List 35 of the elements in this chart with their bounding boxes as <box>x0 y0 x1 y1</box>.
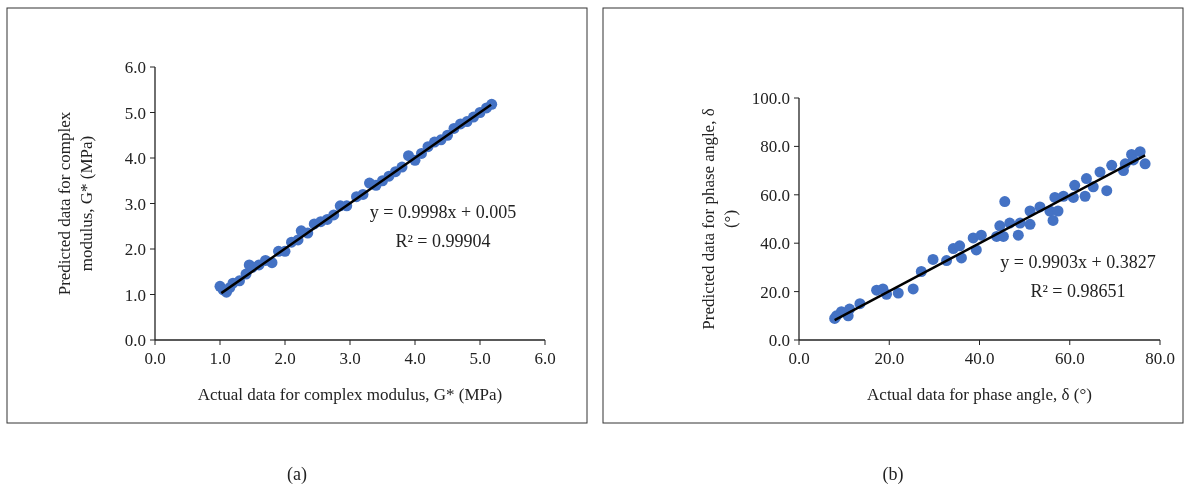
y-tick-label: 0.0 <box>768 331 790 350</box>
y-tick-label: 6.0 <box>124 58 146 77</box>
y-tick-label: 1.0 <box>124 285 146 305</box>
y-tick-label: 100.0 <box>751 89 790 108</box>
x-tick-label: 5.0 <box>469 349 491 368</box>
x-tick-label: 0.0 <box>788 349 810 368</box>
y-tick-label: 80.0 <box>760 137 790 157</box>
text: (a) <box>287 464 307 485</box>
x-axis-title: Actual data for phase angle, δ (°) <box>867 385 1092 404</box>
y-tick-label: 5.0 <box>124 103 146 123</box>
x-tick-label: 2.0 <box>274 349 296 368</box>
x-tick-label: 1.0 <box>209 349 231 368</box>
annotation: R² = 0.98651 <box>1030 281 1126 301</box>
x-tick-label: 40.0 <box>964 349 995 368</box>
x-tick-label: 20.0 <box>874 349 905 368</box>
y-tick-label: 4.0 <box>124 149 146 168</box>
y-tick-label: 0.0 <box>124 331 146 350</box>
y-tick-label: 40.0 <box>760 234 790 254</box>
y-tick-label: 20.0 <box>760 282 790 302</box>
y-tick-label: 3.0 <box>124 194 146 214</box>
x-tick-label: 6.0 <box>534 349 556 368</box>
x-tick-label: 80.0 <box>1145 349 1175 368</box>
y-tick-label: 2.0 <box>124 240 146 259</box>
x-tick-label: 4.0 <box>404 349 426 368</box>
x-axis-title: Actual data for complex modulus, G* (MPa) <box>197 385 503 404</box>
x-tick-label: 0.0 <box>144 349 166 368</box>
annotation: y = 0.9998x + 0.005 <box>369 202 517 222</box>
annotation: R² = 0.99904 <box>395 231 491 251</box>
y-axis-title: Predicted data for complex modulus, G* (MPa) <box>55 111 96 296</box>
x-tick-label: 60.0 <box>1054 349 1085 368</box>
annotation: y = 0.9903x + 0.3827 <box>1000 252 1156 272</box>
x-tick-label: 3.0 <box>339 349 361 368</box>
y-axis-title: Predicted data for phase angle, δ (°) <box>699 108 740 330</box>
text: (b) <box>882 464 904 485</box>
y-tick-label: 60.0 <box>760 185 790 205</box>
